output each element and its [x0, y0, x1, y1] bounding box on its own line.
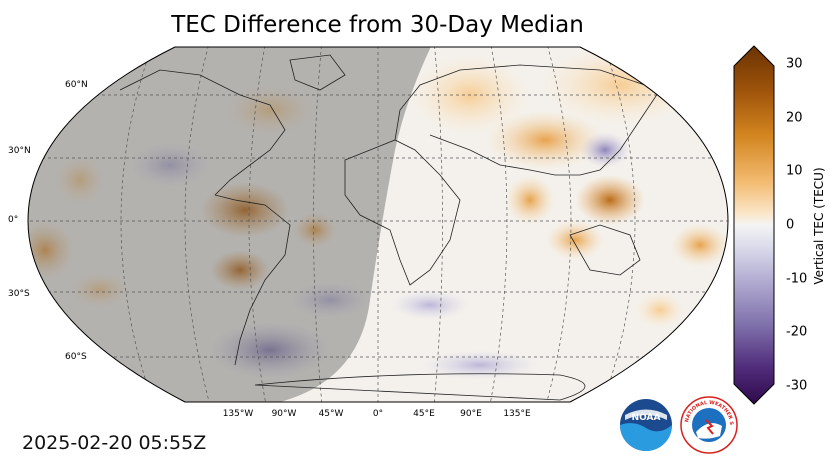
noaa-logo: NOAA	[620, 399, 672, 451]
nws-logo: NATIONAL WEATHER SERVICE	[680, 396, 738, 454]
noaa-logo-text: NOAA	[632, 413, 661, 423]
colorbar-tick-0: 0	[786, 217, 795, 233]
colorbar-tick-20: 20	[786, 110, 803, 126]
lon-label-90w: 90°W	[271, 409, 297, 419]
colorbar-tick-10: 10	[786, 163, 803, 179]
lon-label-135e: 135°E	[503, 409, 531, 419]
map-title: TEC Difference from 30-Day Median	[171, 12, 584, 38]
colorbar-tick-m20: -20	[786, 324, 808, 340]
lat-label-60s: 60°S	[65, 352, 87, 362]
colorbar-tick-30: 30	[786, 56, 803, 72]
lat-label-0: 0°	[8, 215, 19, 225]
lon-label-135w: 135°W	[222, 409, 254, 419]
colorbar-tick-m30: -30	[786, 378, 808, 394]
globe-outline	[27, 46, 729, 403]
colorbar	[733, 45, 775, 405]
lat-label-30s: 30°S	[8, 289, 30, 299]
lon-label-45w: 45°W	[318, 409, 344, 419]
graticule	[28, 47, 728, 402]
lat-label-30n: 30°N	[8, 146, 31, 156]
lon-label-90e: 90°E	[460, 409, 482, 419]
lon-label-0: 0°	[372, 409, 384, 419]
timestamp: 2025-02-20 05:55Z	[22, 432, 207, 454]
lon-label-45e: 45°E	[413, 409, 435, 419]
coastlines	[119, 54, 661, 401]
colorbar-label: Vertical TEC (TECU)	[812, 167, 826, 285]
lat-label-60n: 60°N	[65, 80, 88, 90]
colorbar-tick-m10: -10	[786, 271, 808, 287]
